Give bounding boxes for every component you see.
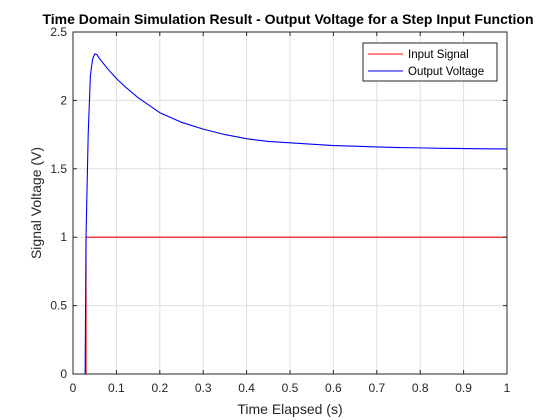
x-tick-label: 0.8 xyxy=(412,381,429,395)
x-tick-label: 0.2 xyxy=(151,381,168,395)
x-tick-label: 0 xyxy=(70,381,77,395)
legend-label-output-voltage: Output Voltage xyxy=(408,66,484,78)
x-tick-label: 1 xyxy=(504,381,511,395)
x-tick-label: 0.1 xyxy=(108,381,125,395)
y-tick-label: 1 xyxy=(60,230,67,244)
y-tick-label: 0.5 xyxy=(50,299,67,313)
x-axis-label: Time Elapsed (s) xyxy=(237,401,342,417)
x-tick-label: 0.3 xyxy=(195,381,212,395)
legend-label-input-signal: Input Signal xyxy=(408,49,469,61)
x-tick-label: 0.6 xyxy=(325,381,342,395)
y-axis-label: Signal Voltage (V) xyxy=(28,147,44,259)
y-tick-label: 0 xyxy=(60,367,67,381)
output-voltage-line xyxy=(73,53,508,375)
y-tick-label: 1.5 xyxy=(50,162,67,176)
x-tick-label: 0.7 xyxy=(368,381,385,395)
legend: Input Signal Output Voltage xyxy=(362,42,498,82)
legend-box xyxy=(362,42,498,82)
chart-title: Time Domain Simulation Result - Output V… xyxy=(42,11,533,27)
axis-ticks: 0 0.1 0.2 0.3 0.4 0.5 0.6 0.7 0.8 0.9 1 0 0.5 1 1.5 2 2.… xyxy=(50,25,510,395)
y-tick-label: 2 xyxy=(60,93,67,107)
x-tick-label: 0.9 xyxy=(455,381,472,395)
y-tick-label: 2.5 xyxy=(50,25,67,39)
x-tick-label: 0.4 xyxy=(238,381,255,395)
x-tick-label: 0.5 xyxy=(282,381,299,395)
